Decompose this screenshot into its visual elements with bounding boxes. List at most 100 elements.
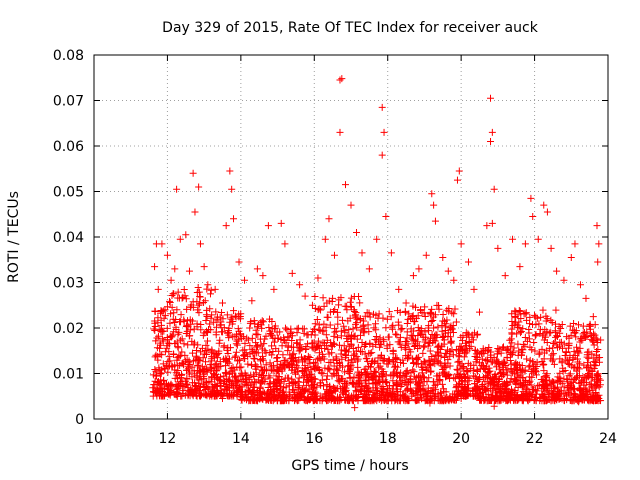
data-point — [345, 326, 353, 334]
data-point — [296, 389, 304, 397]
data-point — [323, 381, 331, 389]
data-point — [413, 355, 421, 363]
data-point — [166, 357, 174, 365]
data-point — [174, 330, 182, 338]
data-point — [183, 321, 191, 329]
data-point — [569, 356, 577, 364]
data-point — [565, 361, 573, 369]
data-point — [189, 357, 197, 365]
data-point — [454, 366, 462, 374]
data-point — [177, 311, 185, 319]
data-point — [340, 383, 348, 391]
data-point — [349, 325, 357, 333]
data-point — [333, 356, 341, 364]
data-point — [420, 357, 428, 365]
data-point — [223, 380, 231, 388]
data-point — [215, 339, 223, 347]
data-point — [241, 339, 249, 347]
data-point — [315, 367, 323, 375]
data-point — [409, 332, 417, 340]
data-point — [333, 334, 341, 342]
data-point — [393, 378, 401, 386]
data-point — [165, 353, 173, 361]
x-axis-title: GPS time / hours — [291, 458, 408, 474]
data-point — [230, 215, 238, 223]
data-point — [338, 75, 346, 83]
data-point — [168, 333, 176, 341]
data-point — [376, 378, 384, 386]
data-point — [402, 299, 410, 307]
data-point — [380, 355, 388, 363]
data-point — [178, 348, 186, 356]
x-tick-label: 10 — [85, 431, 103, 447]
data-point — [572, 327, 580, 335]
data-point — [522, 376, 530, 384]
data-point — [197, 321, 205, 329]
data-point — [505, 392, 513, 400]
data-point — [229, 366, 237, 374]
data-point — [540, 201, 548, 209]
data-point — [302, 342, 310, 350]
data-point — [417, 330, 425, 338]
data-point — [481, 378, 489, 386]
data-point — [487, 137, 495, 145]
data-point — [330, 370, 338, 378]
data-point — [523, 386, 531, 394]
data-point — [174, 381, 182, 389]
data-point — [578, 377, 586, 385]
data-point — [556, 395, 564, 403]
data-point — [344, 337, 352, 345]
data-point — [233, 337, 241, 345]
data-point — [160, 376, 168, 384]
data-point — [529, 213, 537, 221]
data-point — [164, 339, 172, 347]
data-point — [543, 208, 551, 216]
data-point — [163, 251, 171, 259]
data-point — [346, 298, 354, 306]
data-point — [566, 380, 574, 388]
data-point — [530, 338, 538, 346]
data-point — [330, 340, 338, 348]
data-point — [191, 370, 199, 378]
data-point — [196, 240, 204, 248]
y-tick-label: 0.04 — [53, 230, 84, 246]
data-point — [430, 201, 438, 209]
data-point — [439, 317, 447, 325]
data-point — [454, 347, 462, 355]
data-point — [459, 391, 467, 399]
data-point — [244, 381, 252, 389]
data-point — [321, 235, 329, 243]
data-point — [402, 370, 410, 378]
data-point — [476, 375, 484, 383]
data-point — [351, 312, 359, 320]
data-point — [383, 315, 391, 323]
data-point — [290, 357, 298, 365]
data-point — [268, 342, 276, 350]
data-point — [220, 342, 228, 350]
data-point — [516, 394, 524, 402]
data-point — [352, 313, 360, 321]
data-point — [169, 332, 177, 340]
data-point — [306, 353, 314, 361]
data-point — [372, 320, 380, 328]
data-point — [253, 265, 261, 273]
data-point — [311, 364, 319, 372]
data-point — [442, 396, 450, 404]
data-point — [372, 333, 380, 341]
data-point — [506, 343, 514, 351]
data-point — [482, 356, 490, 364]
data-point — [180, 286, 188, 294]
data-point — [234, 378, 242, 386]
data-point — [202, 358, 209, 366]
data-point — [527, 381, 535, 389]
data-point — [314, 274, 322, 282]
data-point — [496, 397, 504, 405]
data-point — [450, 276, 458, 284]
data-point — [314, 363, 322, 371]
data-point — [362, 340, 370, 348]
data-point — [502, 362, 510, 370]
data-point — [385, 356, 393, 364]
data-point — [296, 281, 304, 289]
data-point — [460, 353, 468, 361]
data-point — [476, 308, 483, 316]
